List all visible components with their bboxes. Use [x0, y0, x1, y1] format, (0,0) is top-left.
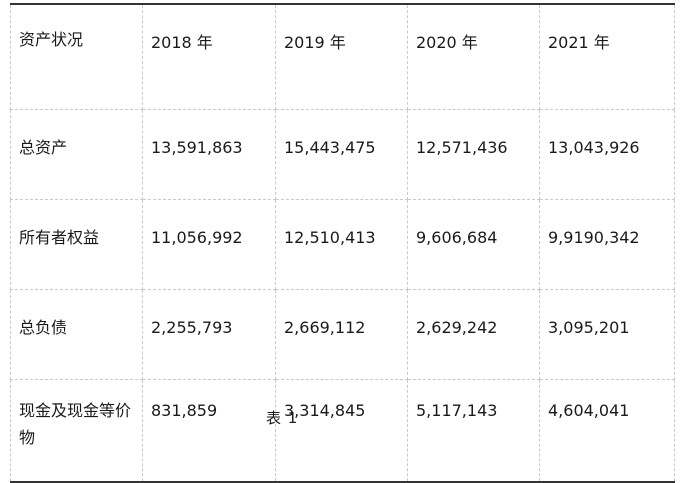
table-row-cash-equivalents: 现金及现金等价物 831,859 3,314,845 5,117,143 4,6… [10, 379, 675, 483]
header-cell-2019: 2019 年 [275, 3, 408, 110]
table-row-total-assets: 总资产 13,591,863 15,443,475 12,571,436 13,… [10, 109, 675, 200]
asset-status-table: 资产状况 2018 年 2019 年 2020 年 2021 年 总资产 13,… [10, 3, 675, 483]
row-label: 总负债 [10, 289, 143, 380]
table-cell: 11,056,992 [142, 199, 276, 290]
row-label: 现金及现金等价物 [10, 379, 143, 483]
table-cell: 2,629,242 [407, 289, 540, 380]
table-cell: 3,095,201 [539, 289, 675, 380]
table-cell: 2,669,112 [275, 289, 408, 380]
row-label: 所有者权益 [10, 199, 143, 290]
table-cell: 2,255,793 [142, 289, 276, 380]
table-header-row: 资产状况 2018 年 2019 年 2020 年 2021 年 [10, 3, 675, 110]
table-cell: 9,606,684 [407, 199, 540, 290]
header-cell-2020: 2020 年 [407, 3, 540, 110]
table-cell: 5,117,143 [407, 379, 540, 483]
table-cell: 9,9190,342 [539, 199, 675, 290]
table-cell: 3,314,845 [275, 379, 408, 483]
table-caption: 表 1 [266, 409, 299, 427]
table-row-total-liabilities: 总负债 2,255,793 2,669,112 2,629,242 3,095,… [10, 289, 675, 380]
table-row-owners-equity: 所有者权益 11,056,992 12,510,413 9,606,684 9,… [10, 199, 675, 290]
table-cell: 12,510,413 [275, 199, 408, 290]
table-cell: 12,571,436 [407, 109, 540, 200]
table-cell: 15,443,475 [275, 109, 408, 200]
table-cell: 13,043,926 [539, 109, 675, 200]
table-cell: 4,604,041 [539, 379, 675, 483]
table-cell: 831,859 [142, 379, 276, 483]
header-cell-category: 资产状况 [10, 3, 143, 110]
header-cell-2018: 2018 年 [142, 3, 276, 110]
row-label: 总资产 [10, 109, 143, 200]
header-cell-2021: 2021 年 [539, 3, 675, 110]
table-cell: 13,591,863 [142, 109, 276, 200]
